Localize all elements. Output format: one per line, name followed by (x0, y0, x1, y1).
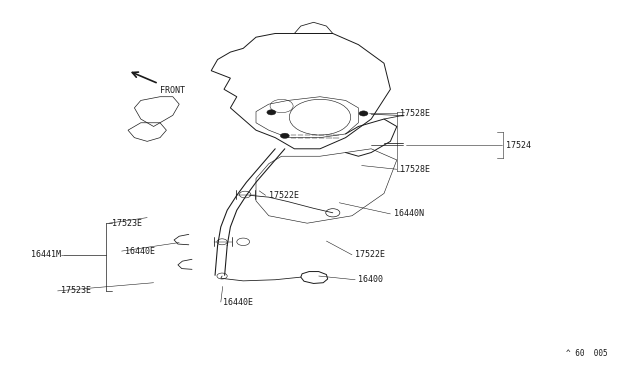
Text: 16440N: 16440N (394, 209, 424, 218)
Text: 17523E: 17523E (112, 219, 142, 228)
Circle shape (280, 133, 289, 138)
Text: 17524: 17524 (506, 141, 531, 150)
Text: 17522E: 17522E (355, 250, 385, 259)
Text: 16441M: 16441M (31, 250, 61, 259)
Text: ^ 60  005: ^ 60 005 (566, 349, 608, 358)
Text: FRONT: FRONT (160, 86, 185, 94)
Text: 16400: 16400 (358, 275, 383, 284)
Circle shape (359, 111, 368, 116)
Text: 17522E: 17522E (269, 191, 299, 200)
Text: 16440E: 16440E (223, 298, 253, 307)
Text: 17528E: 17528E (400, 109, 430, 118)
Text: 17523E: 17523E (61, 286, 91, 295)
Circle shape (267, 110, 276, 115)
Text: 17528E: 17528E (400, 165, 430, 174)
Text: 16440E: 16440E (125, 247, 155, 256)
